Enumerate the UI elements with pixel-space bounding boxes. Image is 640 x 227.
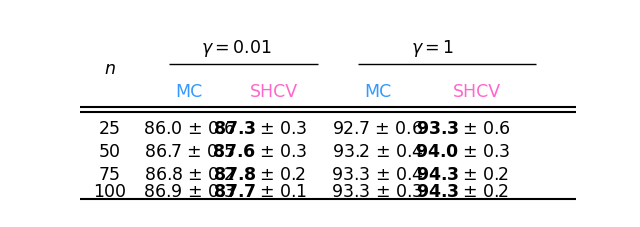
Text: $\mathbf{87.3}$: $\mathbf{87.3}$ [212,121,256,138]
Text: 86.7 $\pm$ 0.5: 86.7 $\pm$ 0.5 [143,143,235,161]
Text: $\mathbf{87.7}$: $\mathbf{87.7}$ [212,183,256,201]
Text: 25: 25 [99,121,121,138]
Text: 86.0 $\pm$ 0.6: 86.0 $\pm$ 0.6 [143,121,236,138]
Text: $\gamma = 1$: $\gamma = 1$ [411,38,454,59]
Text: 75: 75 [99,166,121,184]
Text: $\gamma = 0.01$: $\gamma = 0.01$ [201,38,271,59]
Text: 86.8 $\pm$ 0.2: 86.8 $\pm$ 0.2 [144,166,234,184]
Text: $n$: $n$ [104,60,116,78]
Text: $\mathbf{94.0}$: $\mathbf{94.0}$ [415,143,460,161]
Text: 86.9 $\pm$ 0.3: 86.9 $\pm$ 0.3 [143,183,236,201]
Text: $\pm$ 0.1: $\pm$ 0.1 [259,183,307,201]
Text: SHCV: SHCV [250,83,298,101]
Text: $\mathbf{94.3}$: $\mathbf{94.3}$ [416,166,460,184]
Text: MC: MC [175,83,203,101]
Text: $\mathbf{93.3}$: $\mathbf{93.3}$ [416,121,460,138]
Text: MC: MC [364,83,391,101]
Text: $\mathbf{87.6}$: $\mathbf{87.6}$ [212,143,256,161]
Text: SHCV: SHCV [452,83,501,101]
Text: 93.3 $\pm$ 0.4: 93.3 $\pm$ 0.4 [331,166,424,184]
Text: 93.3 $\pm$ 0.3: 93.3 $\pm$ 0.3 [332,183,424,201]
Text: $\pm$ 0.2: $\pm$ 0.2 [259,166,305,184]
Text: $\pm$ 0.6: $\pm$ 0.6 [462,121,511,138]
Text: $\mathbf{87.8}$: $\mathbf{87.8}$ [212,166,256,184]
Text: 93.2 $\pm$ 0.4: 93.2 $\pm$ 0.4 [332,143,424,161]
Text: 100: 100 [93,183,126,201]
Text: $\pm$ 0.2: $\pm$ 0.2 [462,166,509,184]
Text: $\pm$ 0.3: $\pm$ 0.3 [259,121,307,138]
Text: $\pm$ 0.3: $\pm$ 0.3 [259,143,307,161]
Text: $\pm$ 0.3: $\pm$ 0.3 [462,143,510,161]
Text: 92.7 $\pm$ 0.6: 92.7 $\pm$ 0.6 [332,121,423,138]
Text: $\pm$ 0.2: $\pm$ 0.2 [462,183,509,201]
Text: 50: 50 [99,143,121,161]
Text: $\mathbf{94.3}$: $\mathbf{94.3}$ [416,183,460,201]
